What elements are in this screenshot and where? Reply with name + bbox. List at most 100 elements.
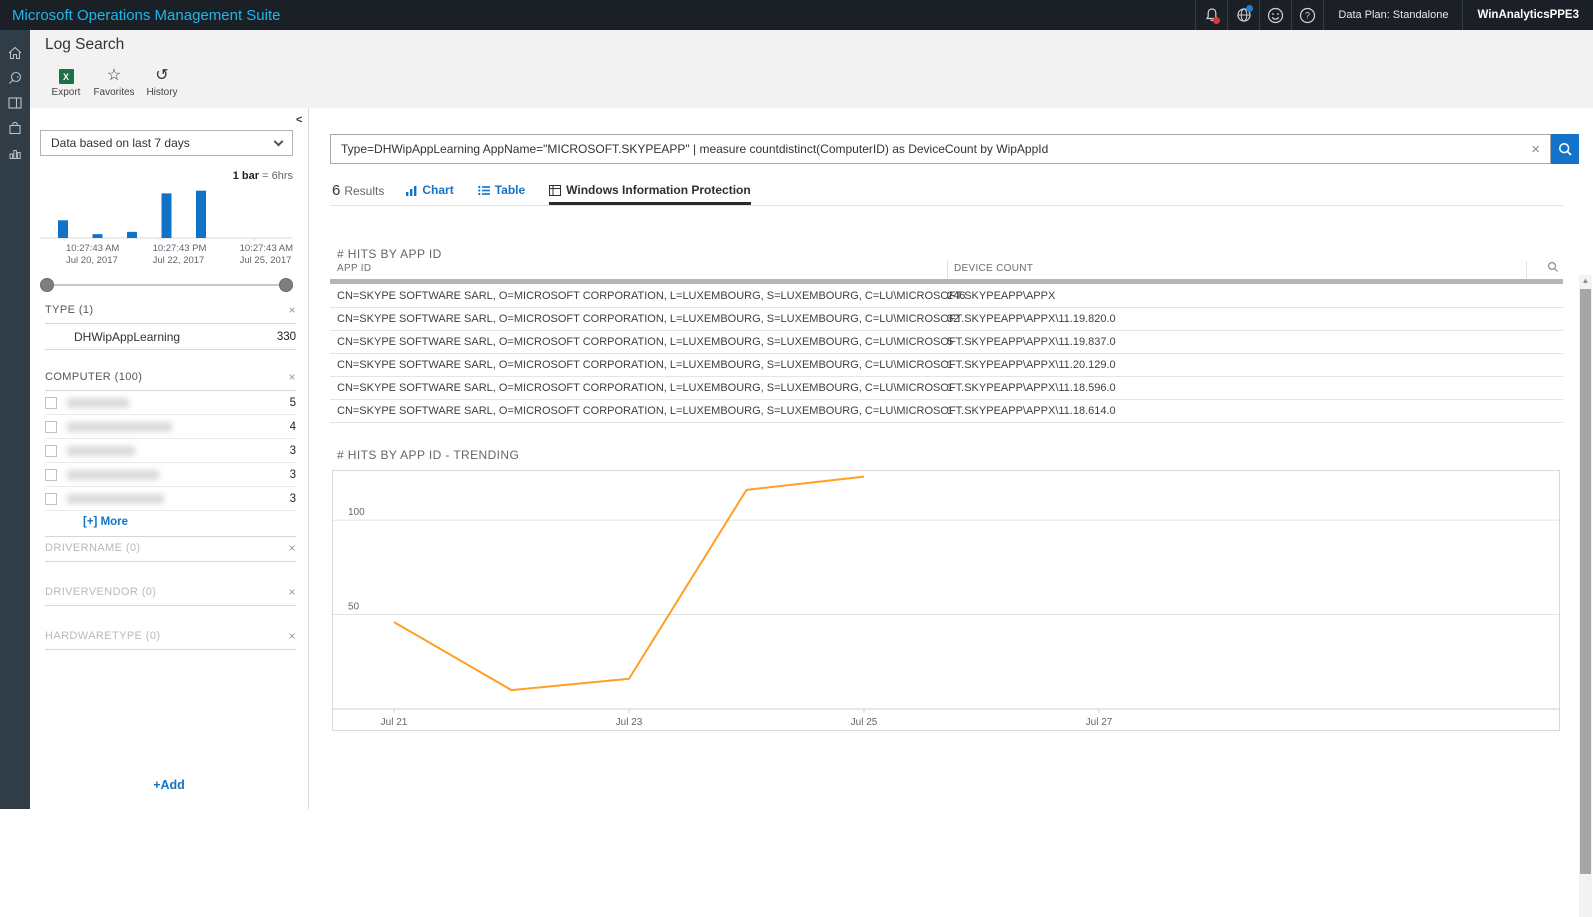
search-bar: × — [330, 134, 1579, 164]
star-icon: ☆ — [106, 67, 122, 84]
table-row[interactable]: CN=SKYPE SOFTWARE SARL, O=MICROSOFT CORP… — [330, 331, 1563, 354]
bag-icon — [7, 120, 23, 136]
time-label: 10:27:43 AM Jul 20, 2017 — [66, 243, 120, 266]
svg-text:50: 50 — [348, 602, 360, 613]
help-button[interactable]: ? — [1291, 0, 1323, 30]
facet-computer-header: COMPUTER (100) × — [45, 371, 296, 387]
home-icon — [7, 45, 23, 61]
table-row[interactable]: CN=SKYPE SOFTWARE SARL, O=MICROSOFT CORP… — [330, 285, 1563, 308]
results-tab-bar: 6 Results Chart Table Windows Informatio… — [330, 178, 1563, 206]
table-horizontal-scrollbar[interactable] — [330, 279, 1563, 284]
time-range-slider[interactable] — [40, 278, 293, 292]
smiley-icon — [1267, 7, 1284, 24]
time-histogram[interactable] — [40, 186, 292, 241]
slider-handle-end[interactable] — [279, 278, 293, 292]
computer-row[interactable]: 3 — [45, 463, 296, 486]
computer-row[interactable]: 4 — [45, 415, 296, 438]
close-icon[interactable]: × — [288, 541, 296, 555]
facet-drivername-header: DRIVERNAME (0) × — [45, 542, 296, 558]
svg-text:Jul 27: Jul 27 — [1086, 717, 1113, 728]
trending-chart-title: # HITS BY APP ID - TRENDING — [337, 448, 520, 462]
svg-text:100: 100 — [348, 507, 365, 518]
globe-icon — [1236, 7, 1252, 23]
trending-chart: 50 100 Jul 21 Jul 23 Jul 25 Jul 27 — [332, 470, 1560, 731]
nav-solutions[interactable] — [0, 115, 30, 140]
close-icon[interactable]: × — [288, 370, 296, 384]
col-device-count[interactable]: DEVICE COUNT — [954, 263, 1034, 274]
search-button[interactable] — [1551, 134, 1579, 164]
computer-checkbox[interactable] — [45, 396, 57, 409]
facet-drivervendor-header: DRIVERVENDOR (0) × — [45, 586, 296, 602]
data-plan-label: Data Plan: Standalone — [1323, 0, 1462, 30]
computer-checkbox[interactable] — [45, 444, 57, 457]
favorites-button[interactable]: ☆ Favorites — [90, 66, 138, 99]
bar-scale-bold: 1 bar — [232, 170, 260, 182]
history-label: History — [146, 87, 178, 98]
web-status-button[interactable] — [1227, 0, 1259, 30]
time-label: 10:27:43 AM Jul 25, 2017 — [239, 243, 293, 266]
more-link[interactable]: [+] More — [83, 516, 129, 528]
redacted-computer-name — [67, 493, 164, 504]
search-input[interactable] — [331, 142, 1522, 156]
slider-track — [44, 284, 289, 286]
chart-tab-icon — [406, 185, 417, 196]
search-nav-icon — [7, 70, 23, 86]
tab-table[interactable]: Table — [477, 183, 525, 205]
topbar-actions: ? Data Plan: Standalone WinAnalyticsPPE3 — [1195, 0, 1593, 30]
computer-checkbox[interactable] — [45, 492, 57, 505]
scrollbar-thumb[interactable] — [1580, 289, 1591, 874]
time-scope-dropdown[interactable]: Data based on last 7 days — [40, 130, 293, 156]
computer-row[interactable]: 3 — [45, 439, 296, 462]
close-icon[interactable]: × — [288, 303, 296, 317]
collapse-panel-icon[interactable]: < — [296, 114, 303, 126]
nav-home[interactable] — [0, 40, 30, 65]
computer-row[interactable]: 3 — [45, 487, 296, 510]
history-icon: ↺ — [155, 67, 169, 84]
results-label: Results — [344, 184, 385, 198]
search-icon — [1558, 142, 1573, 157]
time-histogram-svg — [40, 190, 292, 241]
page-header: Log Search X Export ☆ Favorites ↺ Histor… — [30, 30, 1593, 108]
table-row[interactable]: CN=SKYPE SOFTWARE SARL, O=MICROSOFT CORP… — [330, 354, 1563, 377]
col-app-id[interactable]: APP ID — [337, 263, 372, 274]
vertical-scrollbar[interactable]: ▲ — [1579, 275, 1592, 917]
facet-type-header: TYPE (1) × — [45, 304, 296, 320]
add-facet-button[interactable]: +Add — [153, 778, 185, 792]
redacted-computer-name — [67, 397, 129, 408]
export-button[interactable]: X Export — [42, 66, 90, 98]
redacted-computer-name — [67, 421, 172, 432]
table-search-icon[interactable] — [1547, 261, 1559, 273]
tab-chart[interactable]: Chart — [406, 183, 454, 205]
history-button[interactable]: ↺ History — [138, 66, 186, 99]
nav-log-search[interactable] — [0, 65, 30, 90]
side-nav — [0, 30, 30, 809]
workspace-name[interactable]: WinAnalyticsPPE3 — [1462, 0, 1593, 30]
feedback-button[interactable] — [1259, 0, 1291, 30]
tab-windows-information-protection[interactable]: Windows Information Protection — [549, 183, 751, 205]
table-row[interactable]: CN=SKYPE SOFTWARE SARL, O=MICROSOFT CORP… — [330, 377, 1563, 400]
computer-checkbox[interactable] — [45, 420, 57, 433]
slider-handle-start[interactable] — [40, 278, 54, 292]
facet-panel: < Data based on last 7 days 1 bar = 6hrs… — [30, 108, 308, 809]
bar-scale-note: 1 bar = 6hrs — [233, 170, 293, 182]
favorites-label: Favorites — [93, 87, 135, 98]
table-row[interactable]: CN=SKYPE SOFTWARE SARL, O=MICROSOFT CORP… — [330, 308, 1563, 331]
nav-usage[interactable] — [0, 140, 30, 165]
search-input-wrap: × — [330, 134, 1551, 164]
table-row[interactable]: CN=SKYPE SOFTWARE SARL, O=MICROSOFT CORP… — [330, 400, 1563, 423]
chevron-down-icon — [273, 136, 284, 146]
close-icon[interactable]: × — [288, 585, 296, 599]
trending-chart-svg: 50 100 Jul 21 Jul 23 Jul 25 Jul 27 — [333, 475, 1559, 728]
clear-search-icon[interactable]: × — [1531, 140, 1540, 158]
computer-checkbox[interactable] — [45, 468, 57, 481]
scroll-up-icon[interactable]: ▲ — [1581, 276, 1590, 285]
facet-type-item[interactable]: DHWipAppLearning 330 — [74, 329, 296, 344]
computer-row[interactable]: 5 — [45, 391, 296, 414]
results-count: 6 — [332, 182, 341, 199]
notifications-button[interactable] — [1195, 0, 1227, 30]
close-icon[interactable]: × — [288, 629, 296, 643]
svg-text:Jul 21: Jul 21 — [381, 717, 408, 728]
time-scope-value: Data based on last 7 days — [51, 136, 190, 150]
nav-dashboard[interactable] — [0, 90, 30, 115]
table-tab-icon — [477, 185, 490, 196]
